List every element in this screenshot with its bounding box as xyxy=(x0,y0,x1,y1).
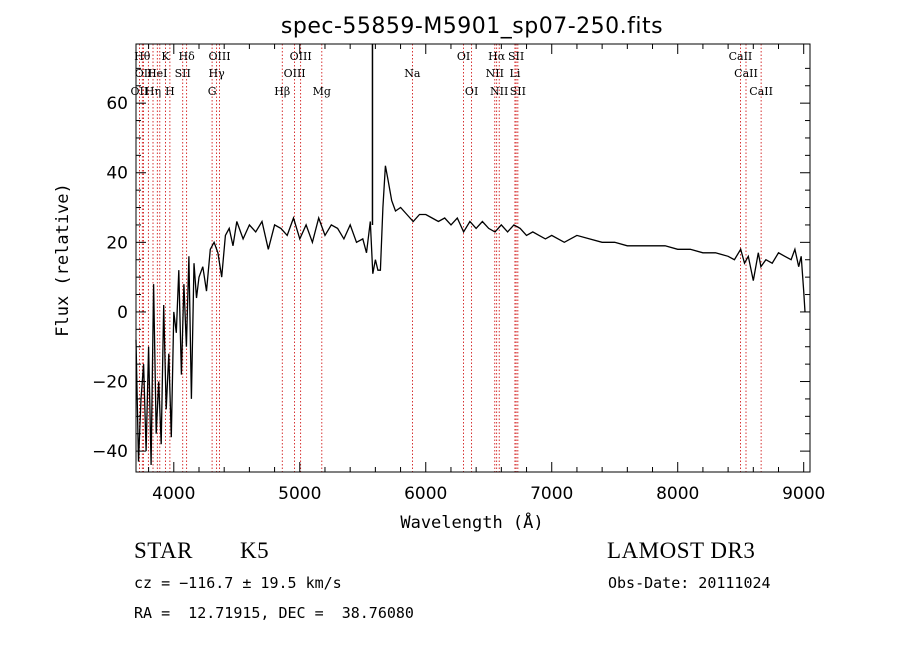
observation-date: Obs-Date: 20111024 xyxy=(608,574,771,592)
y-tick-label: 20 xyxy=(106,233,128,253)
emission-line-label: Mg xyxy=(313,85,331,98)
emission-line-label: HeI xyxy=(147,67,167,80)
emission-line-label: Hδ xyxy=(179,50,196,63)
emission-line-label: NII xyxy=(486,67,504,80)
emission-line-label: Hγ xyxy=(209,67,226,80)
x-axis: 4000 5000 6000 7000 8000 9000 xyxy=(148,44,825,504)
y-tick-label: 60 xyxy=(106,94,128,114)
x-tick-label: 9000 xyxy=(782,484,825,504)
emission-line-label: SII xyxy=(175,67,191,80)
emission-line-label: K xyxy=(161,50,170,63)
emission-line-label: SII xyxy=(508,50,524,63)
x-tick-label: 4000 xyxy=(152,484,195,504)
emission-line-label: OIII xyxy=(290,50,312,63)
x-tick-label: 7000 xyxy=(530,484,573,504)
emission-line-label: NII xyxy=(490,85,508,98)
emission-line-label: Hβ xyxy=(274,85,290,98)
object-subclass: K5 xyxy=(240,538,270,563)
emission-line-label: SII xyxy=(510,85,526,98)
x-tick-label: 6000 xyxy=(404,484,447,504)
emission-line-label: Na xyxy=(404,67,421,80)
x-tick-label: 5000 xyxy=(278,484,321,504)
emission-line-label: OIII xyxy=(284,67,306,80)
emission-line-label: Hη xyxy=(145,85,161,98)
y-tick-label: 0 xyxy=(117,303,128,323)
coordinates-readout: RA = 12.71915, DEC = 38.76080 xyxy=(134,604,414,622)
object-class: STAR xyxy=(134,538,193,563)
y-tick-label: −40 xyxy=(92,442,128,462)
emission-line-label: CaII xyxy=(749,85,773,98)
emission-line-label: Li xyxy=(510,67,521,80)
survey-name: LAMOST DR3 xyxy=(607,538,756,563)
y-axis-title: Flux (relative) xyxy=(53,183,73,337)
y-axis: −40 −20 0 20 40 60 xyxy=(92,67,810,462)
emission-line-label: OII xyxy=(135,67,153,80)
emission-line-label: G xyxy=(208,85,217,98)
redshift-readout: cz = −116.7 ± 19.5 km/s xyxy=(134,574,342,592)
emission-line-label: OI xyxy=(457,50,470,63)
emission-line-label: CaII xyxy=(734,67,758,80)
emission-line-markers xyxy=(139,44,762,472)
emission-line-label: CaII xyxy=(729,50,753,63)
x-tick-label: 8000 xyxy=(656,484,699,504)
emission-line-label: H xyxy=(165,85,175,98)
emission-line-label: Hθ xyxy=(134,50,151,63)
plot-frame xyxy=(135,43,811,473)
emission-line-label: OI xyxy=(465,85,478,98)
y-tick-label: −20 xyxy=(92,373,128,393)
x-axis-title: Wavelength (Å) xyxy=(400,511,543,533)
emission-line-label: OIII xyxy=(208,50,230,63)
chart-title: spec-55859-M5901_sp07-250.fits xyxy=(281,14,663,39)
emission-line-label: Hα xyxy=(488,50,506,63)
spectrum-series-line xyxy=(135,165,806,466)
y-tick-label: 40 xyxy=(106,164,128,184)
emission-line-labels: OIIHθOIIHηHeIKHSIIHδGHγOIIIHβOIIIOIIIMgN… xyxy=(131,44,773,225)
emission-line-label: OII xyxy=(131,85,149,98)
